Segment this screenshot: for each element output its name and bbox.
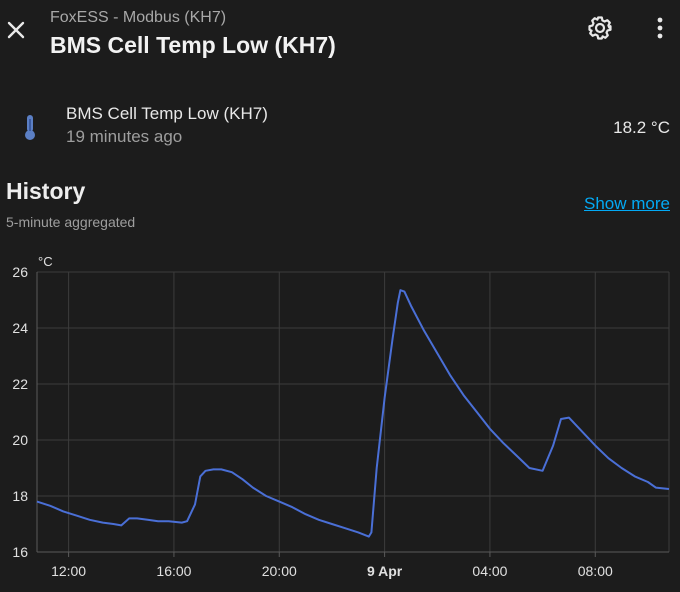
history-subtitle: 5-minute aggregated	[6, 214, 136, 230]
show-more-link[interactable]: Show more	[584, 194, 670, 213]
gear-icon	[588, 16, 612, 40]
x-tick-label: 9 Apr	[367, 563, 403, 579]
y-tick-label: 24	[12, 320, 28, 336]
dialog-header: FoxESS - Modbus (KH7) BMS Cell Temp Low …	[0, 0, 680, 66]
entity-state: 18.2 °C	[613, 118, 670, 137]
more-options-button[interactable]	[644, 12, 676, 44]
thermometer-icon	[25, 115, 35, 140]
y-tick-label: 26	[12, 264, 28, 280]
y-tick-label: 22	[12, 376, 28, 392]
more-vertical-icon	[657, 17, 663, 39]
x-tick-label: 12:00	[51, 563, 86, 579]
y-tick-label: 16	[12, 544, 28, 560]
y-tick-label: 18	[12, 488, 28, 504]
x-tick-label: 04:00	[472, 563, 507, 579]
series-line-0	[36, 289, 670, 538]
last-changed: 19 minutes ago	[66, 127, 183, 146]
x-tick-label: 08:00	[578, 563, 613, 579]
settings-button[interactable]	[584, 12, 616, 44]
entity-name: BMS Cell Temp Low (KH7)	[66, 104, 268, 123]
page-title: BMS Cell Temp Low (KH7)	[50, 32, 336, 58]
x-tick-label: 20:00	[262, 563, 297, 579]
breadcrumb: FoxESS - Modbus (KH7)	[50, 9, 227, 26]
x-tick-label: 16:00	[156, 563, 191, 579]
close-button[interactable]	[2, 10, 30, 50]
history-title: History	[6, 178, 86, 204]
history-chart[interactable]: °C 16 18 20 22 24 26 12:00 16:00 20:00 9 Apr 04:00 0…	[0, 250, 680, 592]
y-tick-label: 20	[12, 432, 28, 448]
entity-row: BMS Cell Temp Low (KH7) 19 minutes ago 1…	[0, 96, 680, 158]
y-axis-unit: °C	[38, 254, 53, 269]
close-icon	[7, 21, 25, 39]
